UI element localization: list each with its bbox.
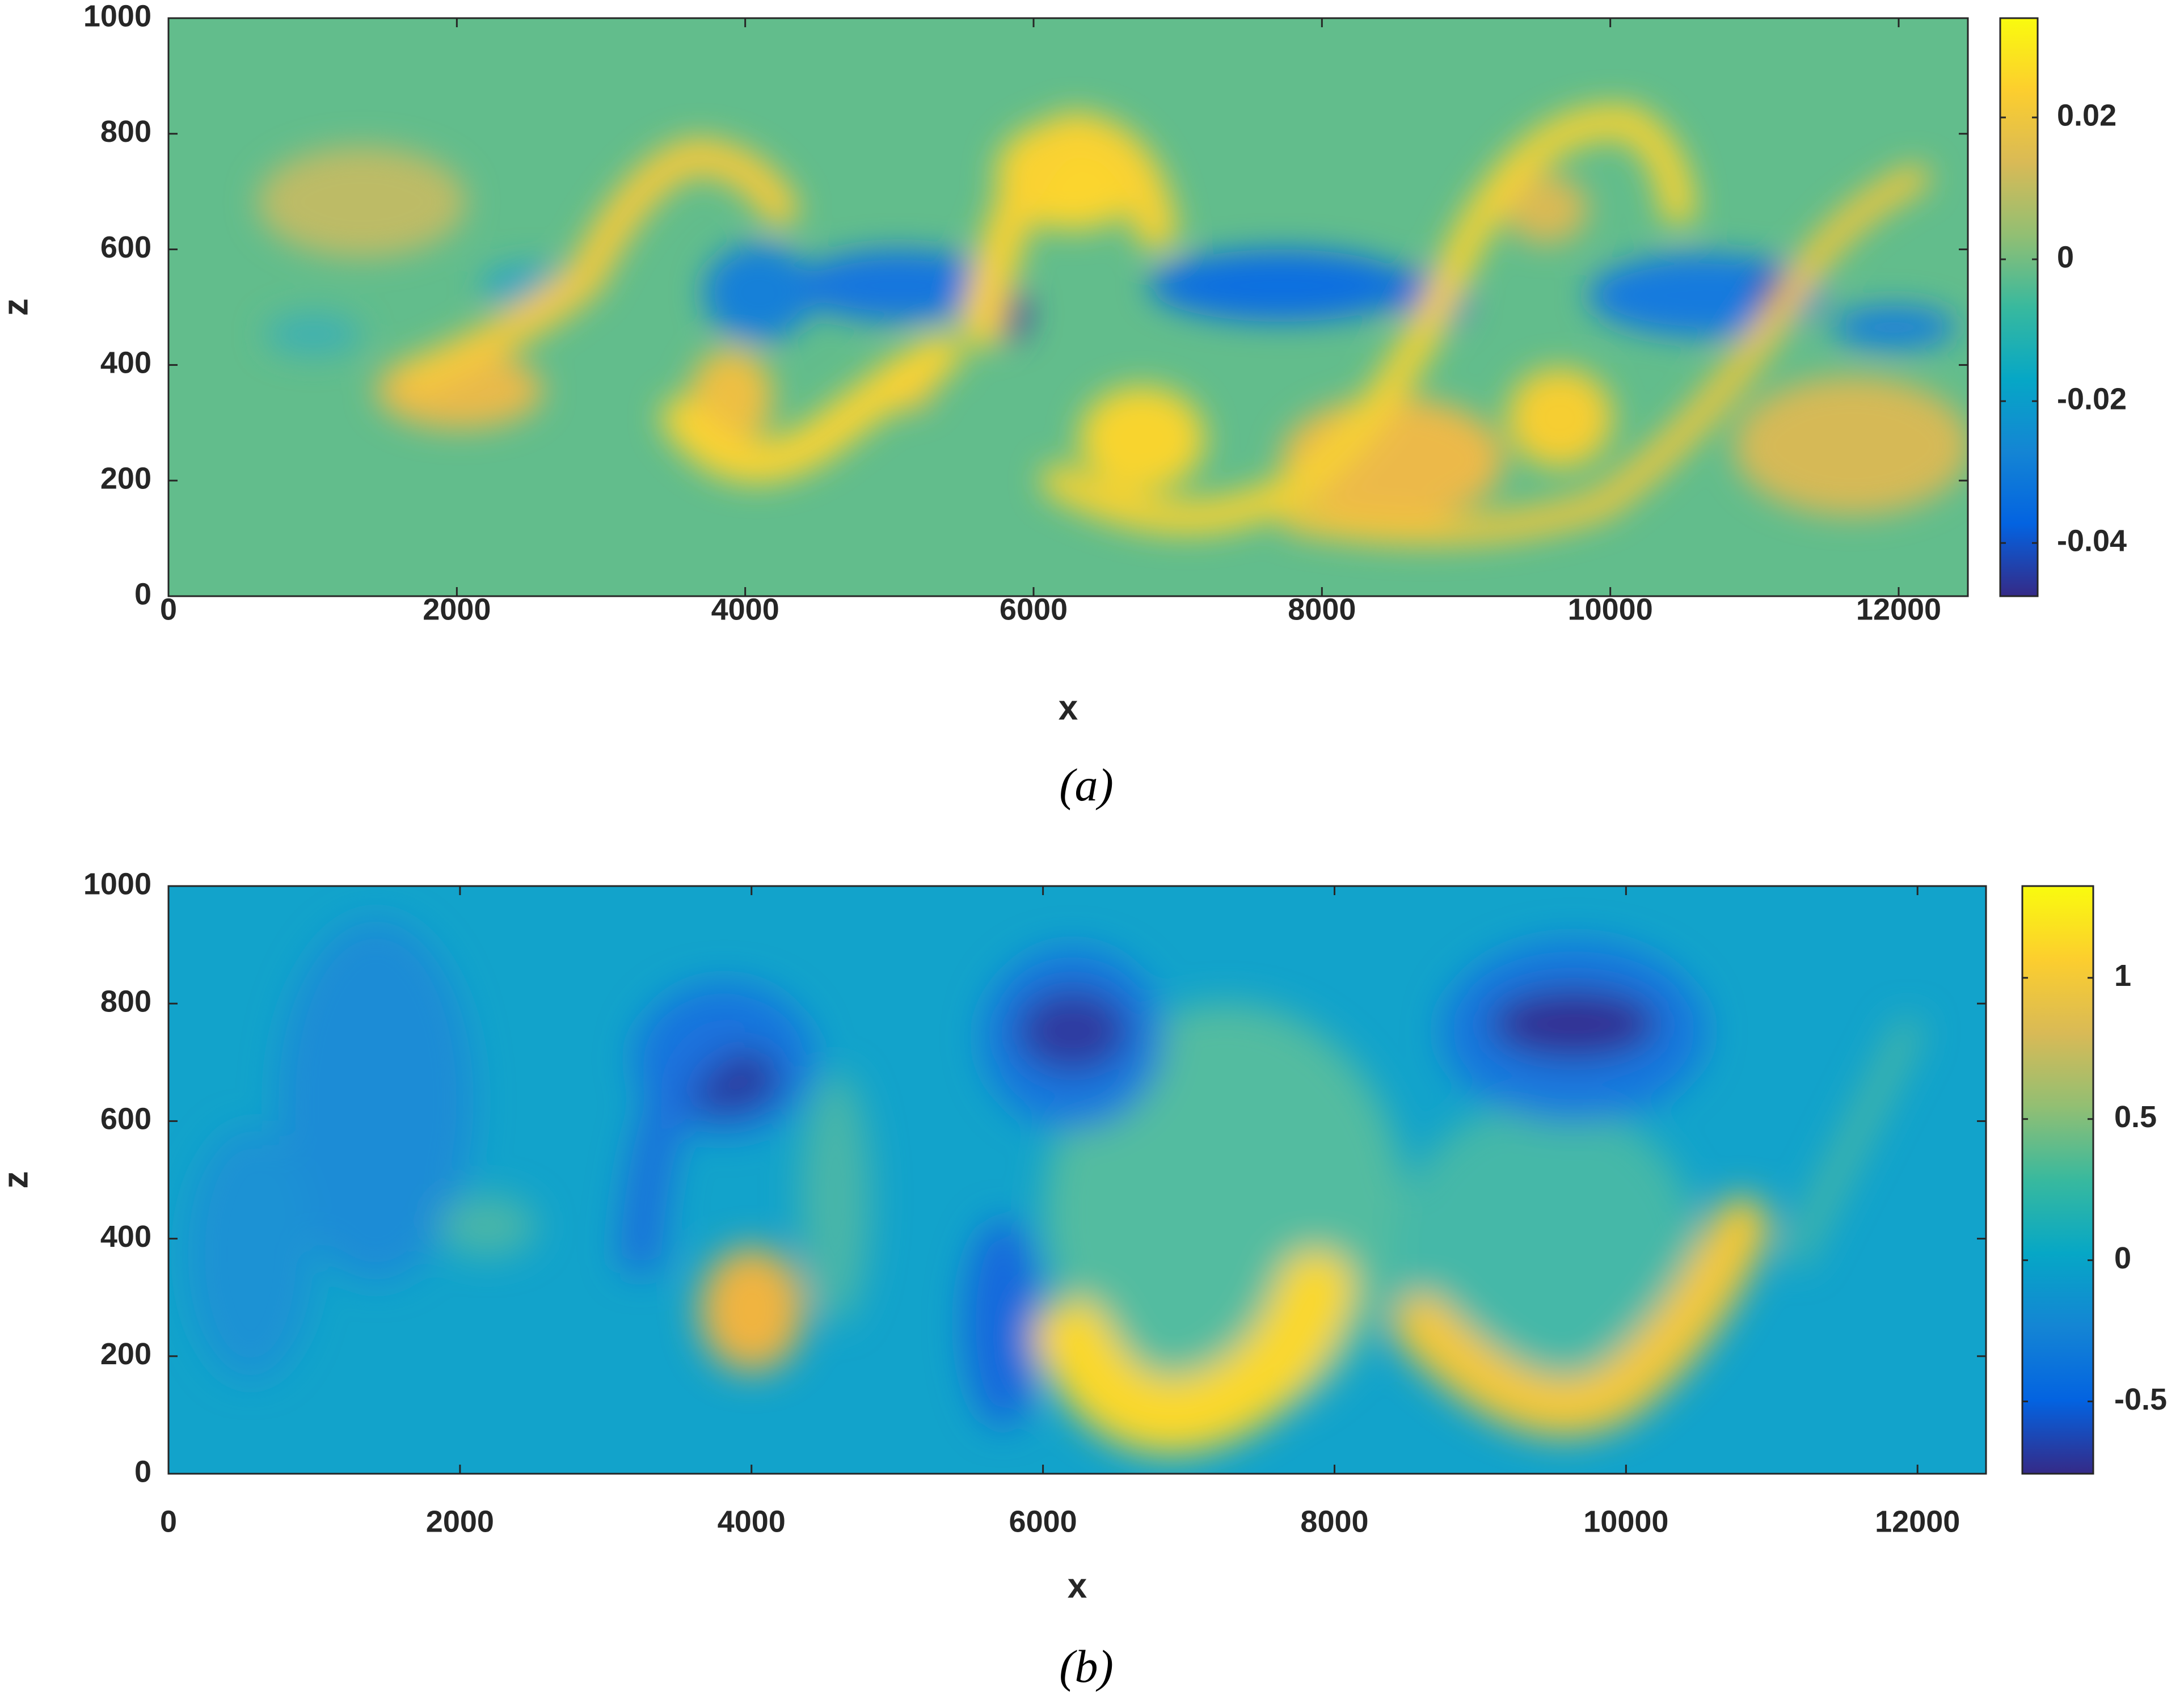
colorbar-tick-label: 0.02 (2057, 98, 2116, 132)
y-tick-label: 1000 (83, 867, 151, 901)
colorbar (2021, 885, 2094, 1475)
x-tick-label: 4000 (718, 1504, 786, 1538)
y-axis-label: z (0, 298, 35, 316)
y-tick-label: 800 (100, 115, 151, 149)
x-tick-label: 12000 (1875, 1504, 1960, 1538)
x-tick-label: 6000 (1000, 592, 1068, 626)
colorbar-tick-label: 0 (2114, 1241, 2131, 1275)
heatmap-field (168, 886, 1986, 1474)
colorbar-tick-label: -0.5 (2114, 1382, 2167, 1416)
y-tick-label: 0 (134, 1454, 151, 1488)
caption: (b) (1059, 1640, 1114, 1692)
x-tick-label: 0 (160, 1504, 177, 1538)
x-axis-label: x (1059, 688, 1078, 727)
y-tick-label: 600 (100, 230, 151, 264)
x-axis-label: x (1068, 1566, 1087, 1605)
plot-frame (167, 17, 1969, 597)
x-tick-label: 2000 (426, 1504, 494, 1538)
colorbar-tick-label: 1 (2114, 959, 2131, 993)
y-tick-label: 200 (100, 461, 151, 495)
x-tick-label: 0 (160, 592, 177, 626)
y-tick-label: 800 (100, 984, 151, 1018)
caption: (a) (1059, 759, 1114, 811)
x-tick-label: 8000 (1288, 592, 1356, 626)
y-tick-label: 600 (100, 1102, 151, 1136)
colorbar-tick-label: 0.5 (2114, 1100, 2157, 1134)
x-tick-label: 10000 (1568, 592, 1653, 626)
colorbar-tick-label: -0.04 (2057, 524, 2127, 558)
y-tick-label: 400 (100, 346, 151, 380)
y-tick-label: 1000 (83, 0, 151, 33)
y-tick-label: 200 (100, 1337, 151, 1371)
y-axis-label: z (0, 1171, 35, 1189)
x-tick-label: 4000 (711, 592, 779, 626)
colorbar-tick-label: -0.02 (2057, 382, 2127, 416)
colorbar-tick-label: 0 (2057, 240, 2074, 274)
x-tick-label: 6000 (1009, 1504, 1077, 1538)
x-tick-label: 12000 (1856, 592, 1941, 626)
x-tick-label: 2000 (423, 592, 491, 626)
colorbar (1999, 17, 2039, 597)
y-tick-label: 0 (134, 577, 151, 611)
x-tick-label: 8000 (1300, 1504, 1368, 1538)
heatmap-field (168, 18, 1968, 596)
y-tick-label: 400 (100, 1220, 151, 1254)
plot-frame (167, 885, 1987, 1475)
x-tick-label: 10000 (1583, 1504, 1668, 1538)
